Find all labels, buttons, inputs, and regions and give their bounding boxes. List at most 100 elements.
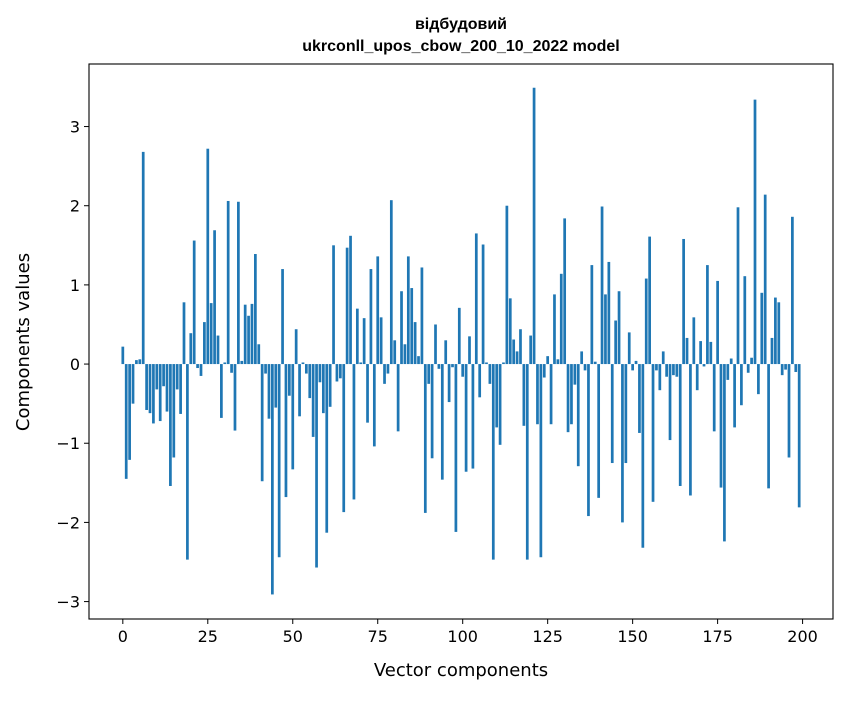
bar-106 [481, 244, 485, 365]
bar-196 [787, 364, 791, 458]
bar-39 [254, 254, 257, 365]
bar-32 [230, 364, 233, 373]
bar-33 [233, 364, 237, 431]
bar-12 [162, 364, 165, 387]
bar-157 [655, 364, 658, 371]
bar-104 [474, 233, 478, 365]
bar-20 [189, 333, 193, 365]
bar-183 [743, 276, 747, 365]
bar-128 [556, 359, 560, 365]
bar-123 [539, 364, 543, 558]
bar-69 [355, 308, 359, 365]
bar-163 [675, 364, 679, 377]
bar-129 [559, 273, 563, 365]
bar-98 [454, 364, 458, 532]
bar-120 [529, 335, 533, 365]
bar-131 [566, 364, 570, 433]
y-tick-label: −1 [56, 434, 80, 453]
bar-133 [573, 364, 577, 385]
bar-130 [563, 218, 567, 365]
bar-71 [362, 318, 366, 365]
bar-92 [434, 324, 437, 365]
chart-title-line-2: ukrconll_upos_cbow_200_10_2022 model [302, 38, 619, 55]
bar-101 [464, 364, 468, 472]
bar-94 [440, 364, 444, 480]
bar-38 [250, 303, 254, 365]
bar-102 [468, 336, 471, 365]
bar-43 [267, 364, 271, 419]
bar-30 [223, 362, 227, 365]
x-tick-label: 25 [198, 627, 218, 646]
chart-title-line-1: відбудовий [415, 16, 507, 33]
bar-96 [447, 364, 451, 403]
bar-70 [359, 362, 363, 365]
bar-141 [600, 206, 604, 365]
bar-91 [430, 364, 434, 459]
bar-159 [661, 351, 665, 365]
bar-41 [260, 364, 264, 482]
bar-79 [389, 200, 393, 365]
bar-5 [138, 359, 142, 365]
y-tick-label: −3 [56, 593, 80, 612]
bar-31 [226, 200, 230, 365]
x-tick-label: 100 [447, 627, 478, 646]
bar-53 [301, 362, 305, 365]
bar-189 [763, 194, 767, 365]
bar-167 [689, 364, 692, 496]
bar-63 [335, 364, 339, 382]
bar-109 [491, 364, 495, 560]
bar-158 [658, 364, 662, 391]
bar-83 [403, 344, 407, 365]
bar-10 [155, 364, 159, 390]
y-tick-label: 1 [70, 276, 80, 295]
bar-57 [315, 364, 318, 568]
bar-136 [583, 364, 587, 371]
bar-149 [627, 332, 631, 365]
bar-124 [542, 364, 546, 378]
bar-162 [672, 364, 675, 376]
bar-51 [294, 329, 298, 365]
bar-50 [291, 364, 295, 470]
bar-55 [308, 364, 312, 399]
bar-34 [237, 201, 240, 365]
bar-0 [121, 346, 125, 365]
bar-15 [172, 364, 176, 458]
bar-135 [580, 351, 584, 365]
bar-193 [777, 302, 781, 365]
bar-121 [532, 87, 536, 365]
bar-2 [128, 364, 131, 460]
bar-161 [668, 364, 672, 441]
bar-48 [284, 364, 288, 498]
bar-165 [682, 238, 685, 365]
bar-115 [512, 339, 516, 365]
bar-147 [621, 364, 624, 523]
bar-93 [437, 364, 441, 369]
bar-114 [508, 298, 512, 365]
bar-103 [471, 364, 475, 469]
bar-87 [417, 356, 420, 365]
bar-122 [536, 364, 539, 425]
bar-140 [597, 364, 601, 498]
bar-153 [641, 364, 645, 548]
bar-18 [182, 302, 186, 365]
bar-6 [141, 151, 145, 365]
bar-42 [264, 364, 267, 374]
bar-8 [148, 364, 152, 414]
bar-186 [753, 99, 757, 365]
bar-89 [423, 364, 427, 513]
bar-17 [179, 364, 182, 414]
bar-82 [400, 291, 403, 365]
bar-116 [515, 351, 519, 365]
bar-76 [379, 317, 383, 365]
bar-199 [797, 364, 801, 508]
bar-86 [413, 322, 417, 365]
bar-29 [220, 364, 223, 418]
bar-168 [692, 317, 696, 365]
bar-160 [665, 364, 668, 377]
bar-36 [243, 304, 247, 365]
bar-100 [461, 364, 465, 377]
bar-19 [186, 364, 189, 560]
bar-22 [196, 364, 199, 369]
bar-142 [604, 294, 607, 365]
